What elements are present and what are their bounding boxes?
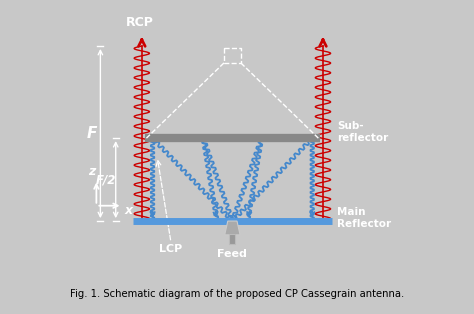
Text: Main
Reflector: Main Reflector	[337, 207, 391, 229]
Text: Feed: Feed	[218, 249, 247, 259]
Text: Sub-
reflector: Sub- reflector	[337, 121, 388, 143]
Text: z: z	[88, 165, 95, 178]
Text: RCP: RCP	[127, 16, 154, 29]
Bar	[229, 234, 236, 244]
Text: LCP: LCP	[159, 244, 182, 254]
Text: F: F	[87, 126, 97, 141]
Text: x: x	[124, 204, 132, 217]
Text: Fig. 1. Schematic diagram of the proposed CP Cassegrain antenna.: Fig. 1. Schematic diagram of the propose…	[70, 289, 404, 299]
Polygon shape	[225, 221, 240, 235]
Text: F/2: F/2	[96, 173, 116, 186]
